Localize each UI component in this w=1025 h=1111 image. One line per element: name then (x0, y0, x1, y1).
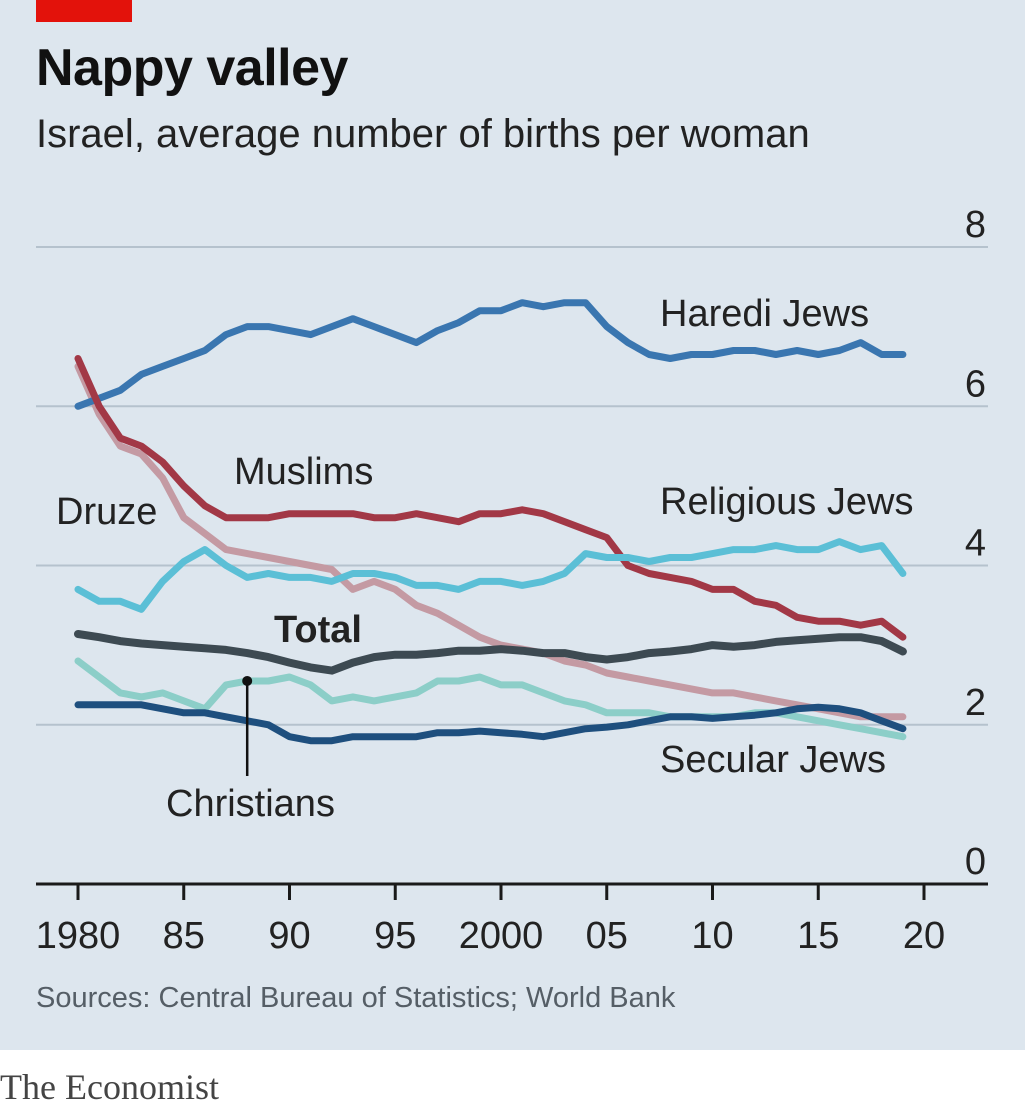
x-axis: 1980 85 90 95 2000 05 10 15 20 (36, 882, 988, 957)
x-tick-label-2010: 10 (691, 915, 733, 957)
series-lines (74, 299, 907, 745)
chart-title: Nappy valley (36, 39, 348, 97)
source-note: Sources: Central Bureau of Statistics; W… (36, 982, 676, 1014)
series-line-druze (74, 362, 907, 721)
series-line-secular-jews (74, 701, 907, 745)
series-line-muslims (74, 355, 907, 641)
series-line-religious-jews (74, 538, 907, 613)
series-label-haredi-jews: Haredi Jews (660, 293, 869, 335)
chart-subtitle: Israel, average number of births per wom… (36, 112, 810, 156)
x-tick-label-1985: 85 (163, 915, 205, 957)
y-tick-label-6: 6 (965, 363, 986, 405)
series-line-haredi-jews (74, 299, 907, 410)
series-label-secular-jews: Secular Jews (660, 739, 886, 781)
gridlines: 0 2 4 6 8 (36, 204, 988, 883)
series-label-christians: Christians (166, 783, 335, 825)
chart-panel (0, 0, 1025, 1050)
publisher-wordmark: The Economist (0, 1067, 219, 1107)
y-tick-label-4: 4 (965, 523, 986, 565)
x-tick-label-1990: 90 (268, 915, 310, 957)
christians-leader-dot (242, 675, 253, 686)
x-tick-label-2015: 15 (797, 915, 839, 957)
series-line-total (74, 630, 907, 675)
series-labels: Druze Haredi Jews Muslims Religious Jews Tot… (56, 293, 913, 825)
y-tick-label-8: 8 (965, 204, 986, 246)
line-chart: 0 2 4 6 8 1980 85 90 95 2000 05 10 15 20 Druze Haredi… (36, 204, 988, 957)
brand-accent-tag (36, 0, 132, 22)
y-tick-label-2: 2 (965, 682, 986, 724)
x-tick-label-2020: 20 (903, 915, 945, 957)
series-label-total: Total (274, 609, 362, 651)
series-label-muslims: Muslims (234, 451, 373, 493)
series-label-druze: Druze (56, 491, 157, 533)
x-tick-label-1980: 1980 (36, 915, 121, 957)
series-label-religious-jews: Religious Jews (660, 481, 913, 523)
x-tick-label-2005: 05 (586, 915, 628, 957)
x-tick-label-2000: 2000 (459, 915, 544, 957)
y-tick-label-0: 0 (965, 841, 986, 883)
x-tick-label-1995: 95 (374, 915, 416, 957)
